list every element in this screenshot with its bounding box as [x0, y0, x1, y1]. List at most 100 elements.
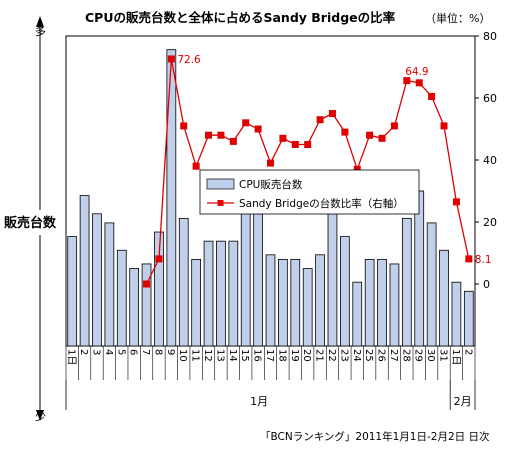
right-tick-label: 0 — [483, 278, 490, 291]
y-left-label: 販売台数 — [4, 215, 57, 231]
x-axis: 1日 2 3 4 5 6 7 8 9 10 11 12 13 14 15 16 17 18 19 20 21 22 23 24… — [65, 346, 476, 410]
legend-bar-swatch — [206, 178, 235, 190]
x-tick-label: 1日 — [450, 349, 461, 365]
bar — [79, 195, 90, 347]
line-point — [452, 198, 460, 206]
x-tick-label: 30 — [425, 349, 436, 362]
legend-line-marker — [217, 200, 224, 206]
line-point — [316, 116, 324, 124]
line-point — [353, 165, 361, 173]
bar — [463, 290, 474, 347]
bar — [240, 199, 251, 347]
line-point — [428, 92, 436, 100]
arrow-up-icon — [36, 16, 44, 27]
bar — [426, 222, 437, 347]
bar — [327, 208, 338, 347]
chart-title: CPUの販売台数と全体に占めるSandy Bridgeの比率 — [85, 10, 396, 25]
line-point — [390, 122, 398, 130]
bar — [67, 236, 78, 347]
legend-bar-label: CPU販売台数 — [239, 178, 303, 191]
bar — [389, 263, 400, 347]
line-point — [378, 134, 386, 142]
bar — [141, 263, 152, 347]
bar — [278, 258, 288, 347]
source-note: 「BCNランキング」2011年1月1日-2月2日 日次 — [260, 430, 490, 443]
y-left-bottom-label: 少 — [35, 410, 46, 423]
x-tick-label: 28 — [400, 349, 411, 362]
bar — [154, 231, 164, 347]
line-point — [415, 79, 423, 87]
x-tick-label: 15 — [239, 349, 250, 362]
line-point — [366, 131, 374, 139]
x-tick-label: 18 — [276, 349, 287, 362]
x-tick-label: 7 — [140, 349, 151, 355]
bar — [315, 254, 325, 347]
x-tick-label: 6 — [128, 349, 139, 355]
bar — [228, 240, 239, 347]
line-point — [304, 141, 312, 148]
x-tick-label: 2 — [78, 349, 89, 355]
line-point — [254, 125, 262, 133]
line-point — [267, 159, 274, 167]
bar — [339, 236, 350, 347]
line-point — [229, 137, 237, 145]
arrow-down-icon — [36, 410, 44, 421]
legend: CPU販売台数 Sandy Bridgeの台数比率（右軸） — [199, 169, 420, 215]
line-point — [192, 162, 200, 170]
right-tick-label: 60 — [483, 92, 497, 105]
x-tick-label: 22 — [326, 349, 337, 362]
bar — [203, 240, 214, 347]
line-point — [291, 141, 299, 148]
bar — [178, 217, 189, 347]
x-tick-label: 14 — [227, 349, 238, 362]
data-label: 72.6 — [177, 54, 201, 66]
right-axis: 80 60 40 20 0 — [475, 30, 497, 291]
unit-label: （単位：%） — [425, 11, 490, 25]
bar — [129, 268, 140, 347]
x-tick-label: 8 — [152, 349, 163, 355]
line-point — [465, 255, 473, 263]
x-tick-label: 11 — [190, 349, 201, 362]
line-point — [205, 131, 213, 139]
line-point — [167, 55, 175, 63]
x-tick-label: 1日 — [66, 349, 77, 365]
line-point — [279, 134, 287, 142]
x-tick-label: 13 — [214, 349, 225, 362]
x-tick-label: 27 — [388, 349, 399, 362]
x-tick-label: 25 — [363, 349, 374, 362]
bar — [92, 213, 102, 347]
x-tick-label: 24 — [351, 349, 362, 362]
bar — [451, 281, 462, 347]
x-tick-label: 20 — [301, 349, 312, 362]
x-tick-label: 19 — [289, 349, 300, 362]
line-point — [180, 122, 188, 130]
x-tick-label: 2 — [462, 349, 473, 355]
legend-box — [199, 169, 420, 215]
x-tick-label: 16 — [252, 349, 263, 362]
x-tick-label: 29 — [413, 349, 424, 362]
right-tick-label: 20 — [483, 216, 497, 229]
line-point — [155, 255, 163, 263]
line-point — [217, 131, 225, 139]
line-point — [328, 110, 336, 117]
line-point — [440, 122, 448, 130]
bar-series — [67, 49, 474, 347]
x-tick-label: 4 — [103, 349, 114, 355]
legend-line-label: Sandy Bridgeの台数比率（右軸） — [239, 197, 404, 210]
month-label: 1月 — [250, 395, 268, 408]
bar — [104, 222, 115, 347]
x-tick-label: 21 — [314, 349, 325, 362]
line-point — [143, 280, 151, 288]
bar — [352, 281, 363, 347]
bar — [216, 240, 226, 347]
line-series: 72.6 64.9 8.1 — [143, 54, 492, 288]
bar — [439, 249, 449, 347]
x-tick-label: 17 — [264, 349, 275, 362]
line-point — [242, 119, 250, 127]
bar — [401, 217, 412, 347]
x-tick-label: 5 — [115, 349, 126, 355]
x-tick-label: 9 — [165, 349, 176, 355]
x-tick-label: 10 — [177, 349, 188, 362]
x-tick-label: 3 — [90, 349, 101, 355]
